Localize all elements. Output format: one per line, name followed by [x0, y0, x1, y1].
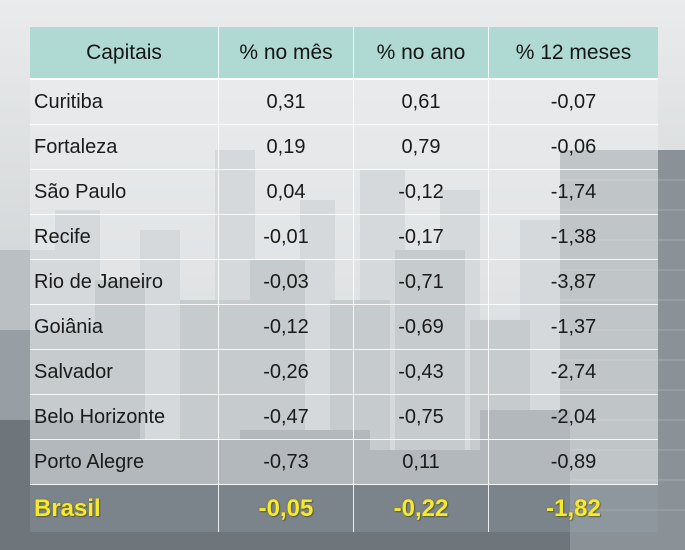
capital-name: Porto Alegre [30, 440, 219, 484]
total-value-mes: -0,05 [219, 485, 354, 532]
value-12-meses: -0,07 [550, 90, 597, 113]
capital-name: Salvador [30, 350, 219, 394]
value-12-meses: -1,37 [550, 315, 597, 338]
table-row: São Paulo 0,04 -0,12 -1,74 [30, 170, 658, 215]
value-mes: 0,31 [219, 80, 354, 124]
value-ano: -0,43 [354, 350, 489, 394]
total-label: Brasil [30, 485, 219, 532]
value-ano: 0,11 [354, 440, 489, 484]
value-mes: -0,12 [219, 305, 354, 349]
capital-name: Fortaleza [30, 125, 219, 169]
value-mes: 0,19 [219, 125, 354, 169]
value-12-meses: -3,87 [550, 270, 597, 293]
capital-name: São Paulo [30, 170, 219, 214]
value-12-meses: -1,38 [550, 225, 597, 248]
value-ano: -0,69 [354, 305, 489, 349]
table-row: Goiânia -0,12 -0,69 -1,37 [30, 305, 658, 350]
total-row: Brasil -0,05 -0,22 -1,82 [30, 485, 658, 532]
capital-name: Recife [30, 215, 219, 259]
table-row: Porto Alegre -0,73 0,11 -0,89 [30, 440, 658, 485]
table-row: Curitiba 0,31 0,61 -0,07 [30, 80, 658, 125]
value-ano: -0,71 [354, 260, 489, 304]
column-header-ano: % no ano [354, 27, 489, 78]
value-12-meses: -1,74 [550, 180, 597, 203]
total-value-12-meses: -1,82 [546, 494, 601, 522]
value-12-meses: -0,06 [550, 135, 597, 158]
column-header-capitais: Capitais [30, 27, 219, 78]
value-mes: -0,01 [219, 215, 354, 259]
total-value-ano: -0,22 [354, 485, 489, 532]
value-mes: -0,47 [219, 395, 354, 439]
capital-name: Curitiba [30, 80, 219, 124]
capital-name: Rio de Janeiro [30, 260, 219, 304]
capital-name: Goiânia [30, 305, 219, 349]
value-ano: -0,17 [354, 215, 489, 259]
value-12-meses: -0,89 [550, 450, 597, 473]
table-row: Belo Horizonte -0,47 -0,75 -2,04 [30, 395, 658, 440]
value-mes: -0,73 [219, 440, 354, 484]
table-row: Rio de Janeiro -0,03 -0,71 -3,87 [30, 260, 658, 305]
table-row: Salvador -0,26 -0,43 -2,74 [30, 350, 658, 395]
value-ano: -0,12 [354, 170, 489, 214]
value-mes: -0,03 [219, 260, 354, 304]
value-mes: -0,26 [219, 350, 354, 394]
value-ano: -0,75 [354, 395, 489, 439]
capital-name: Belo Horizonte [30, 395, 219, 439]
table-header-row: Capitais % no mês % no ano % 12 meses [30, 27, 658, 80]
value-ano: 0,61 [354, 80, 489, 124]
value-12-meses: -2,74 [550, 360, 597, 383]
table-row: Fortaleza 0,19 0,79 -0,06 [30, 125, 658, 170]
column-header-mes: % no mês [219, 27, 354, 78]
value-12-meses: -2,04 [550, 405, 597, 428]
inflation-table: Capitais % no mês % no ano % 12 meses Cu… [30, 27, 658, 532]
column-header-12-meses: % 12 meses [515, 40, 632, 64]
value-ano: 0,79 [354, 125, 489, 169]
value-mes: 0,04 [219, 170, 354, 214]
table-row: Recife -0,01 -0,17 -1,38 [30, 215, 658, 260]
